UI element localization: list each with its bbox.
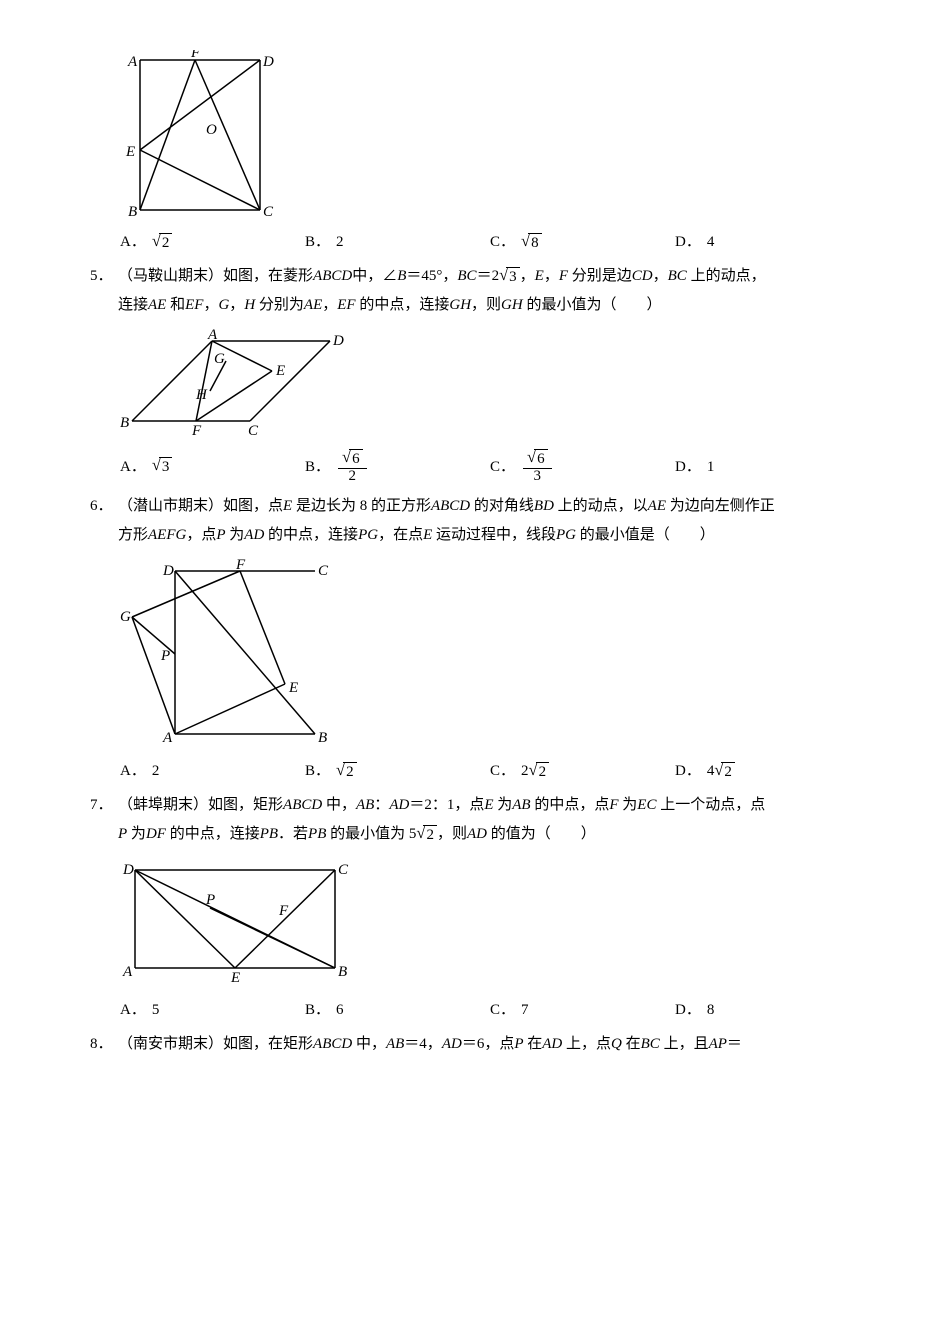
svg-text:E: E <box>125 144 135 160</box>
svg-text:F: F <box>278 903 289 919</box>
svg-text:F: F <box>190 50 201 61</box>
q8-text: 8．（南安市期末）如图，在矩形ABCD 中，AB＝4，AD＝6，点P 在AD 上… <box>90 1030 860 1059</box>
svg-text:C: C <box>318 563 329 579</box>
svg-text:O: O <box>206 122 217 138</box>
svg-text:D: D <box>262 54 274 70</box>
q6-text: 6．（潜山市期末）如图，点E 是边长为 8 的正方形ABCD 的对角线BD 上的… <box>90 492 860 549</box>
svg-text:G: G <box>120 609 131 625</box>
q7-option-d: D．8 <box>675 998 860 1022</box>
svg-text:B: B <box>128 204 137 220</box>
svg-text:A: A <box>207 329 218 343</box>
svg-text:D: D <box>332 333 344 349</box>
svg-text:D: D <box>162 563 174 579</box>
svg-text:C: C <box>338 862 349 878</box>
q5-option-c: C．√63 <box>490 449 675 484</box>
q7-option-c: C．7 <box>490 998 675 1022</box>
svg-text:H: H <box>195 387 208 403</box>
q7-option-b: B．6 <box>305 998 490 1022</box>
q5-option-b: B．√62 <box>305 449 490 484</box>
svg-text:E: E <box>288 680 298 696</box>
q4-figure: A F D E B C O <box>120 50 860 220</box>
q5-option-d: D．1 <box>675 455 860 479</box>
q7-text: 7．（蚌埠期末）如图，矩形ABCD 中，AB：AD＝2：1，点E 为AB 的中点… <box>90 791 860 848</box>
q5-options: A．√3 B．√62 C．√63 D．1 <box>120 449 860 484</box>
q5-option-a: A．√3 <box>120 455 305 479</box>
svg-text:C: C <box>248 423 259 439</box>
q6-option-d: D．4√2 <box>675 759 860 783</box>
svg-text:F: F <box>191 423 202 439</box>
q4-option-b: B．2 <box>305 230 490 254</box>
q7-figure: D C A B E P F <box>120 858 860 988</box>
svg-text:G: G <box>214 351 225 367</box>
svg-text:E: E <box>275 363 285 379</box>
q4-option-c: C．√8 <box>490 230 675 254</box>
svg-text:F: F <box>235 559 246 573</box>
q6-option-a: A．2 <box>120 759 305 783</box>
svg-text:E: E <box>230 970 240 986</box>
svg-text:A: A <box>162 730 173 746</box>
svg-text:B: B <box>338 964 347 980</box>
q6-option-c: C．2√2 <box>490 759 675 783</box>
svg-text:A: A <box>127 54 138 70</box>
q7-option-a: A．5 <box>120 998 305 1022</box>
q7-options: A．5 B．6 C．7 D．8 <box>120 998 860 1022</box>
q6-figure: D C A B F G P E <box>120 559 860 749</box>
q5-text: 5．（马鞍山期末）如图，在菱形ABCD中，∠B＝45°，BC＝2√3，E，F 分… <box>90 262 860 319</box>
q6-option-b: B．√2 <box>305 759 490 783</box>
svg-text:A: A <box>122 964 133 980</box>
q5-figure: A D B C F E G H <box>120 329 860 439</box>
svg-text:P: P <box>160 648 170 664</box>
q4-option-a: A．√2 <box>120 230 305 254</box>
q4-option-d: D．4 <box>675 230 860 254</box>
svg-text:D: D <box>122 862 134 878</box>
svg-text:P: P <box>205 892 215 908</box>
svg-text:B: B <box>120 415 129 431</box>
q6-options: A．2 B．√2 C．2√2 D．4√2 <box>120 759 860 783</box>
svg-text:B: B <box>318 730 327 746</box>
svg-text:C: C <box>263 204 274 220</box>
q4-options: A．√2 B．2 C．√8 D．4 <box>120 230 860 254</box>
